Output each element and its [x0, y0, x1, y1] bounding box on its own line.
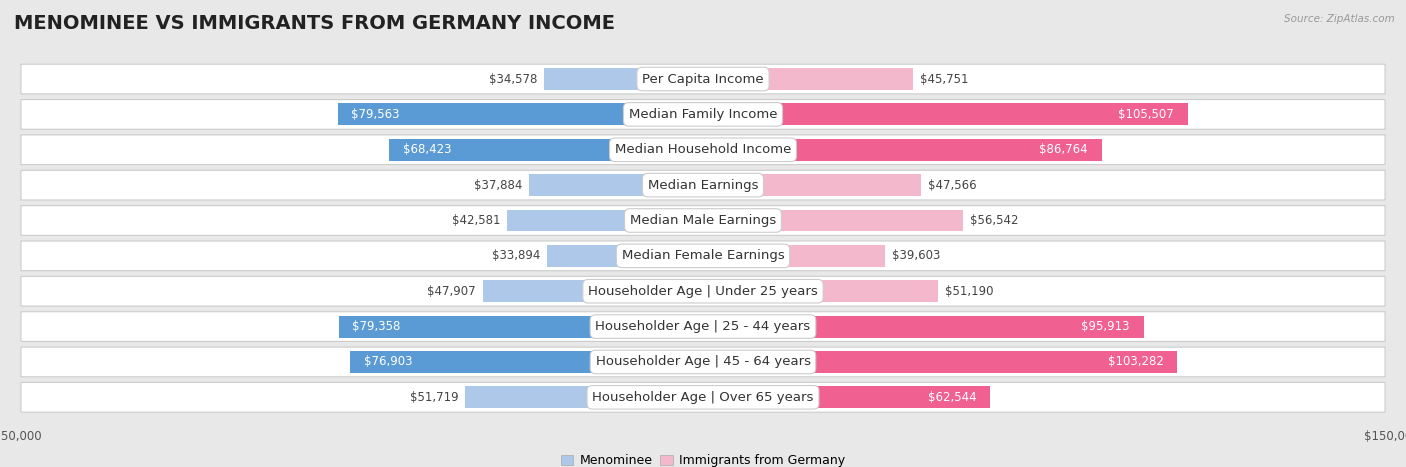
- Text: $76,903: $76,903: [364, 355, 412, 368]
- Text: MENOMINEE VS IMMIGRANTS FROM GERMANY INCOME: MENOMINEE VS IMMIGRANTS FROM GERMANY INC…: [14, 14, 614, 33]
- Bar: [703, 139, 1101, 161]
- Bar: [388, 139, 703, 161]
- Bar: [544, 68, 703, 90]
- Text: Median Family Income: Median Family Income: [628, 108, 778, 121]
- Text: $51,719: $51,719: [411, 391, 458, 404]
- Bar: [703, 386, 990, 408]
- Bar: [703, 351, 1177, 373]
- Bar: [703, 68, 912, 90]
- Text: $103,282: $103,282: [1108, 355, 1164, 368]
- Text: $47,907: $47,907: [427, 285, 477, 298]
- Bar: [337, 103, 703, 125]
- Text: $39,603: $39,603: [891, 249, 941, 262]
- Bar: [703, 210, 963, 232]
- Text: $34,578: $34,578: [489, 72, 537, 85]
- Text: Householder Age | Under 25 years: Householder Age | Under 25 years: [588, 285, 818, 298]
- Bar: [547, 245, 703, 267]
- Text: $33,894: $33,894: [492, 249, 540, 262]
- Text: $42,581: $42,581: [453, 214, 501, 227]
- Text: Per Capita Income: Per Capita Income: [643, 72, 763, 85]
- FancyBboxPatch shape: [21, 170, 1385, 200]
- Text: $62,544: $62,544: [928, 391, 977, 404]
- Text: $105,507: $105,507: [1118, 108, 1174, 121]
- Text: Householder Age | 45 - 64 years: Householder Age | 45 - 64 years: [596, 355, 810, 368]
- Text: $56,542: $56,542: [970, 214, 1018, 227]
- Text: $79,358: $79,358: [353, 320, 401, 333]
- Text: $47,566: $47,566: [928, 178, 977, 191]
- FancyBboxPatch shape: [21, 241, 1385, 271]
- Bar: [350, 351, 703, 373]
- Text: $95,913: $95,913: [1081, 320, 1130, 333]
- Text: Householder Age | 25 - 44 years: Householder Age | 25 - 44 years: [595, 320, 811, 333]
- Bar: [703, 174, 921, 196]
- FancyBboxPatch shape: [21, 135, 1385, 164]
- Bar: [508, 210, 703, 232]
- Bar: [529, 174, 703, 196]
- Text: $68,423: $68,423: [402, 143, 451, 156]
- Bar: [703, 316, 1143, 338]
- FancyBboxPatch shape: [21, 312, 1385, 341]
- FancyBboxPatch shape: [21, 276, 1385, 306]
- FancyBboxPatch shape: [21, 64, 1385, 94]
- Text: Householder Age | Over 65 years: Householder Age | Over 65 years: [592, 391, 814, 404]
- Text: $79,563: $79,563: [352, 108, 399, 121]
- Text: $86,764: $86,764: [1039, 143, 1088, 156]
- Text: Median Earnings: Median Earnings: [648, 178, 758, 191]
- Text: $45,751: $45,751: [920, 72, 969, 85]
- Text: Source: ZipAtlas.com: Source: ZipAtlas.com: [1284, 14, 1395, 24]
- Text: $51,190: $51,190: [945, 285, 994, 298]
- Text: Median Household Income: Median Household Income: [614, 143, 792, 156]
- FancyBboxPatch shape: [21, 99, 1385, 129]
- Bar: [339, 316, 703, 338]
- Bar: [465, 386, 703, 408]
- Bar: [484, 280, 703, 302]
- Text: $37,884: $37,884: [474, 178, 522, 191]
- Bar: [703, 280, 938, 302]
- FancyBboxPatch shape: [21, 382, 1385, 412]
- FancyBboxPatch shape: [21, 347, 1385, 377]
- Bar: [703, 103, 1188, 125]
- Bar: [703, 245, 884, 267]
- Text: Median Male Earnings: Median Male Earnings: [630, 214, 776, 227]
- Legend: Menominee, Immigrants from Germany: Menominee, Immigrants from Germany: [555, 449, 851, 467]
- Text: Median Female Earnings: Median Female Earnings: [621, 249, 785, 262]
- FancyBboxPatch shape: [21, 205, 1385, 235]
